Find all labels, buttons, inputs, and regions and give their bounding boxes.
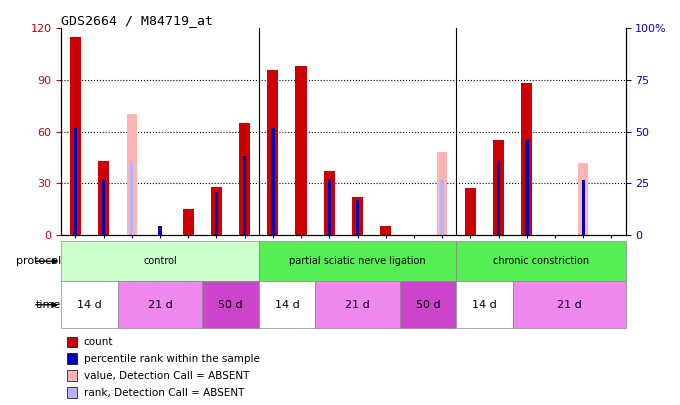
Bar — [98, 161, 109, 235]
Bar — [295, 66, 307, 235]
Text: 21 d: 21 d — [557, 300, 581, 310]
Bar — [464, 188, 476, 235]
Text: 21 d: 21 d — [148, 300, 172, 310]
Bar — [67, 370, 77, 381]
Text: chronic constriction: chronic constriction — [493, 256, 589, 266]
Bar — [203, 281, 258, 328]
Bar — [296, 140, 306, 235]
Bar — [521, 83, 532, 235]
Text: 14 d: 14 d — [472, 300, 497, 310]
Text: 14 d: 14 d — [275, 300, 299, 310]
Bar — [211, 187, 222, 235]
Bar — [215, 192, 218, 235]
Bar — [67, 354, 77, 364]
Bar — [581, 180, 585, 235]
Bar — [581, 180, 585, 235]
Bar — [182, 209, 194, 235]
Bar — [258, 281, 316, 328]
Bar — [267, 70, 279, 235]
Bar — [271, 128, 275, 235]
Text: 50 d: 50 d — [218, 300, 243, 310]
Bar — [61, 281, 118, 328]
Bar — [456, 281, 513, 328]
Bar — [258, 241, 456, 281]
Bar — [130, 163, 133, 235]
Bar — [324, 171, 335, 235]
Bar — [239, 123, 250, 235]
Bar — [73, 128, 77, 235]
Text: rank, Detection Call = ABSENT: rank, Detection Call = ABSENT — [84, 388, 244, 398]
Text: 50 d: 50 d — [415, 300, 441, 310]
Bar — [67, 337, 77, 347]
Text: protocol: protocol — [16, 256, 61, 266]
Text: GDS2664 / M84719_at: GDS2664 / M84719_at — [61, 14, 214, 27]
Bar — [158, 226, 162, 235]
Bar — [497, 161, 500, 235]
Bar — [380, 226, 392, 235]
Bar — [437, 152, 447, 235]
Bar — [525, 140, 528, 235]
Bar — [513, 281, 626, 328]
Bar — [67, 387, 77, 398]
Bar — [61, 241, 258, 281]
Bar — [69, 37, 81, 235]
Text: count: count — [84, 337, 114, 347]
Bar — [456, 241, 626, 281]
Bar — [243, 156, 246, 235]
Bar — [356, 200, 359, 235]
Bar — [118, 281, 203, 328]
Bar — [316, 281, 400, 328]
Bar — [578, 163, 588, 235]
Bar — [352, 197, 363, 235]
Text: value, Detection Call = ABSENT: value, Detection Call = ABSENT — [84, 371, 249, 381]
Text: partial sciatic nerve ligation: partial sciatic nerve ligation — [289, 256, 426, 266]
Bar — [328, 180, 331, 235]
Text: 14 d: 14 d — [77, 300, 102, 310]
Text: percentile rank within the sample: percentile rank within the sample — [84, 354, 260, 364]
Bar — [441, 180, 444, 235]
Text: control: control — [143, 256, 177, 266]
Bar — [126, 115, 137, 235]
Text: 21 d: 21 d — [345, 300, 370, 310]
Bar — [493, 140, 505, 235]
Bar — [102, 180, 105, 235]
Text: time: time — [36, 300, 61, 310]
Bar — [400, 281, 456, 328]
